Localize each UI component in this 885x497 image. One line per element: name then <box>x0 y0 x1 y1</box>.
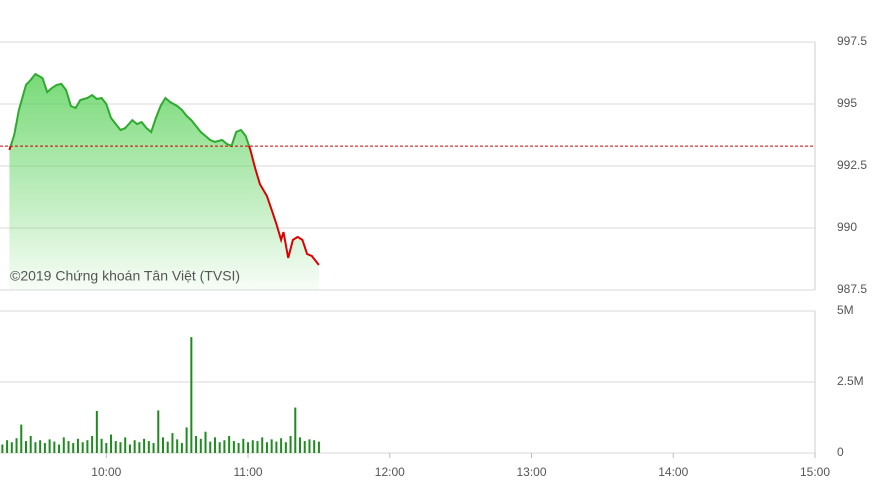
volume-bar <box>162 437 164 453</box>
volume-bar <box>119 442 122 453</box>
y-tick-label: 992.5 <box>837 158 867 172</box>
volume-bar <box>218 442 221 453</box>
area <box>9 74 319 290</box>
volume-bar <box>1 444 4 453</box>
volume-bar <box>223 440 226 453</box>
volume-bar <box>157 410 160 453</box>
volume-bar <box>289 435 292 453</box>
volume-bar <box>10 442 13 453</box>
volume-bar <box>303 441 306 453</box>
volume-bar <box>62 437 65 453</box>
volume-bar <box>114 441 117 453</box>
volume-bar <box>280 438 283 453</box>
volume-bar <box>237 443 240 453</box>
volume-bar <box>72 443 75 453</box>
volume-bar <box>34 442 37 453</box>
volume-bar <box>29 435 32 453</box>
volume-bar <box>166 441 169 453</box>
y-tick-label: 990 <box>837 220 857 234</box>
volume-bar <box>138 442 141 453</box>
volume-bar <box>171 433 174 453</box>
volume-bar <box>53 441 56 453</box>
volume-bar <box>58 444 61 453</box>
x-tick-label: 11:00 <box>233 465 262 479</box>
volume-bar <box>110 434 113 453</box>
volume-bar <box>67 441 70 453</box>
volume-bar <box>308 439 311 453</box>
x-tick-label: 10:00 <box>91 465 121 479</box>
volume-bar <box>251 440 254 453</box>
volume-bar <box>95 410 98 453</box>
y-tick-label: 995 <box>837 96 857 110</box>
volume-bar <box>232 441 235 453</box>
volume-bar <box>43 443 46 453</box>
x-tick-label: 12:00 <box>375 465 405 479</box>
volume-bar <box>24 441 27 453</box>
volume-bar <box>143 438 146 453</box>
volume-bar <box>261 437 264 453</box>
volume-bar <box>180 443 183 453</box>
volume-bar <box>199 438 202 453</box>
volume-bar <box>133 440 136 453</box>
y-tick-label: 5M <box>837 303 854 317</box>
volume-bar <box>100 438 103 453</box>
watermark: ©2019 Chứng khoán Tân Việt (TVSI) <box>10 268 240 284</box>
price-line <box>8 72 320 266</box>
y-tick-label: 987.5 <box>837 282 867 296</box>
volume-bar <box>270 439 273 453</box>
volume-bar <box>313 440 316 453</box>
volume-bar <box>299 437 302 453</box>
volume-bar <box>209 441 212 453</box>
volume-bar <box>294 407 297 453</box>
volume-bar <box>6 440 9 453</box>
volume-bar <box>195 435 198 453</box>
volume-bar <box>48 439 51 453</box>
volume-bar <box>176 439 179 453</box>
volume-bar <box>275 441 278 453</box>
volume-bar <box>317 441 320 453</box>
volume-bar <box>185 427 188 453</box>
volume-bar <box>152 443 155 453</box>
volume-bar <box>86 440 89 453</box>
volume-bar <box>247 442 250 453</box>
volume-bar <box>91 435 94 453</box>
volume-bar <box>15 438 18 453</box>
volume-bar <box>124 437 127 453</box>
volume-bar <box>204 431 207 453</box>
volume-bar <box>228 435 231 453</box>
x-tick-label: 15:00 <box>800 465 830 479</box>
volume-bar <box>242 438 245 453</box>
volume-bar <box>213 437 216 453</box>
volume-bar <box>20 424 23 453</box>
volume-bar <box>76 438 79 453</box>
volume-bar <box>39 440 42 453</box>
volume-bar <box>265 442 268 453</box>
y-tick-label: 0 <box>837 445 844 459</box>
volume-bar <box>128 444 131 453</box>
y-tick-label: 2.5M <box>837 374 864 388</box>
x-tick-label: 13:00 <box>517 465 547 479</box>
volume-bar <box>284 442 287 453</box>
volume-bar <box>190 337 193 453</box>
volume-bar <box>105 443 108 453</box>
y-tick-label: 997.5 <box>837 34 867 48</box>
volume-bar <box>81 442 84 453</box>
volume-bar <box>147 441 150 453</box>
x-tick-label: 14:00 <box>658 465 688 479</box>
volume-bar <box>256 441 259 453</box>
